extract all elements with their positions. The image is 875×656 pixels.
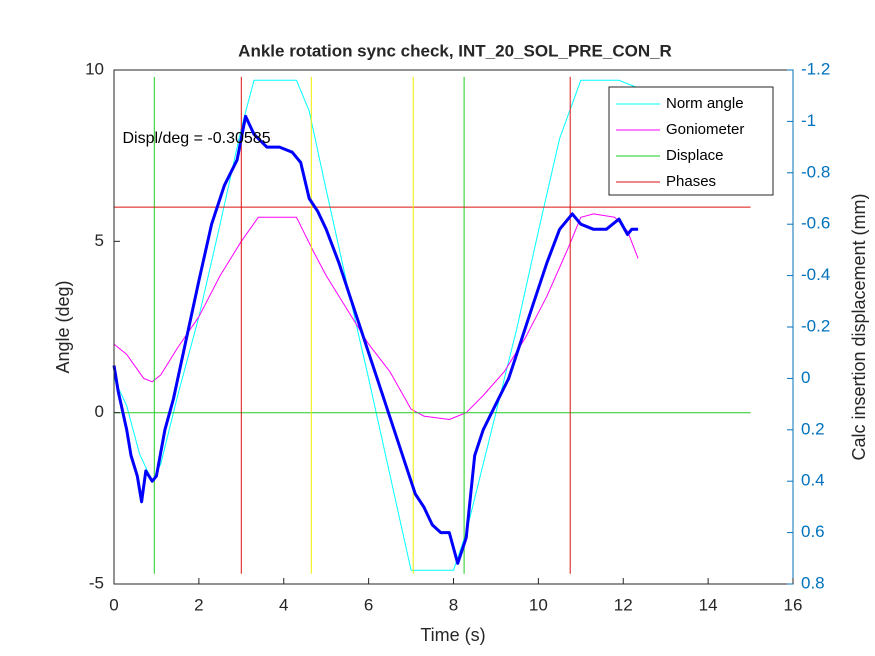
series-line <box>113 79 637 571</box>
annotation: Displ/deg = -0.30585 <box>122 130 270 147</box>
legend-label: Goniometer <box>666 121 744 138</box>
y-tick-label: -5 <box>89 573 104 592</box>
legend-label: Displace <box>666 147 724 164</box>
x-tick-label: 12 <box>614 595 633 614</box>
y2-tick-label: -0.8 <box>801 162 830 181</box>
y2-tick-label: 0.8 <box>801 573 825 592</box>
x-tick-label: 4 <box>279 595 288 614</box>
x-tick-label: 6 <box>364 595 373 614</box>
y2-tick-label: -1 <box>801 111 816 130</box>
x-tick-label: 16 <box>784 595 803 614</box>
x-tick-label: 14 <box>699 595 718 614</box>
chart-title: Ankle rotation sync check, INT_20_SOL_PR… <box>238 41 672 60</box>
legend-label: Phases <box>666 173 716 190</box>
x-tick-label: 0 <box>109 595 118 614</box>
y-axis-label: Angle (deg) <box>53 280 73 373</box>
y2-axis-label: Calc insertion displacement (mm) <box>849 193 869 460</box>
x-axis-label: Time (s) <box>420 625 485 645</box>
x-tick-label: 2 <box>194 595 203 614</box>
legend-label: Norm angle <box>666 95 744 112</box>
x-tick-label: 8 <box>449 595 458 614</box>
x-tick-label: 10 <box>529 595 548 614</box>
y-tick-label: 5 <box>95 231 104 250</box>
y2-tick-label: -0.2 <box>801 316 830 335</box>
y2-tick-label: -0.6 <box>801 214 830 233</box>
series-line <box>114 76 751 574</box>
y2-tick-label: 0.2 <box>801 419 825 438</box>
y2-tick-label: -0.4 <box>801 265 830 284</box>
y2-tick-label: -1.2 <box>801 59 830 78</box>
y2-tick-label: 0.6 <box>801 522 825 541</box>
y-tick-label: 10 <box>85 59 104 78</box>
series-line <box>114 76 751 574</box>
y2-tick-label: 0.4 <box>801 471 825 490</box>
legend-box <box>608 86 774 196</box>
series-line <box>112 114 639 565</box>
y2-tick-label: 0 <box>801 368 810 387</box>
y-tick-label: 0 <box>95 402 104 421</box>
